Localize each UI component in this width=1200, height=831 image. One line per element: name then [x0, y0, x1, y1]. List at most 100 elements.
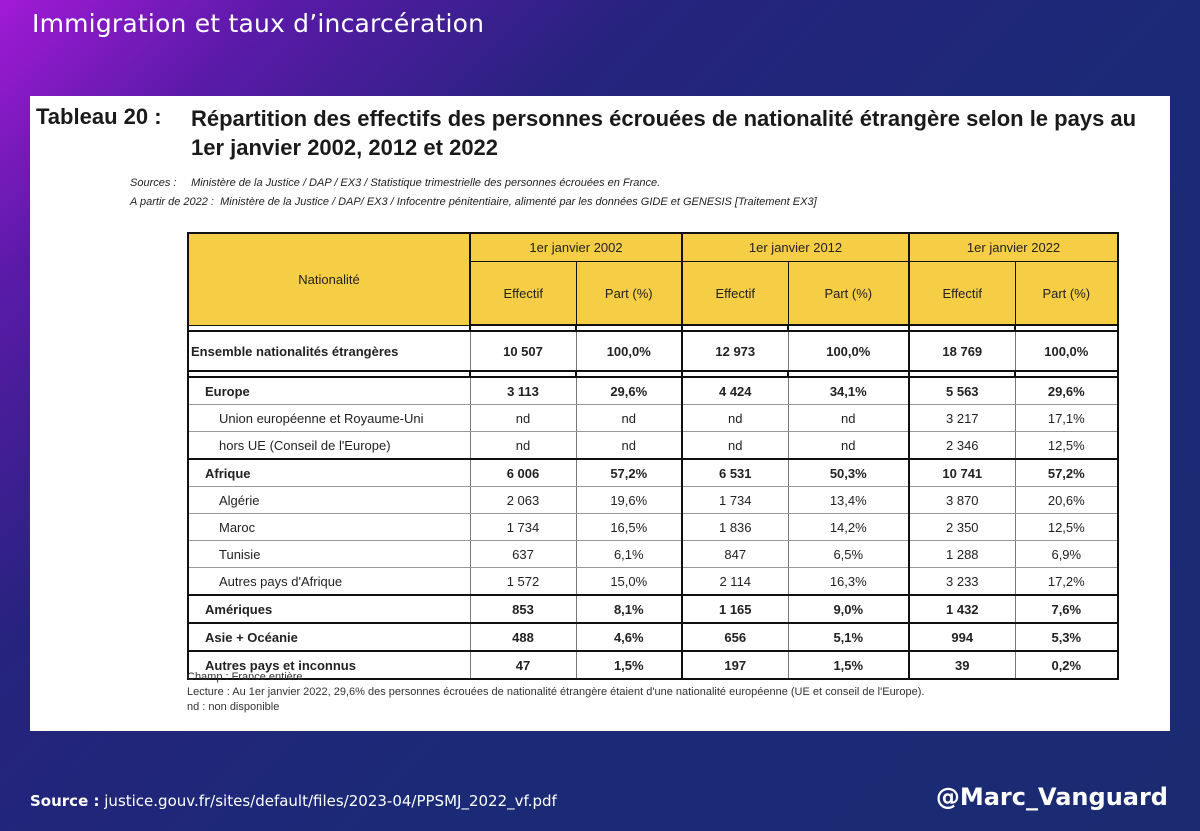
cell: 7,6% [1015, 594, 1120, 624]
cell: 847 [682, 540, 789, 568]
year-header-2022: 1er janvier 2022 [908, 232, 1120, 262]
row-name: Afrique [187, 458, 471, 487]
cell: 1 432 [909, 594, 1016, 624]
cell: 994 [909, 622, 1016, 652]
footnotes: Champ : France entière Lecture : Au 1er … [187, 670, 924, 715]
cell: 2 350 [909, 513, 1016, 541]
cell: 16,5% [576, 513, 684, 541]
table-row: Europe 3 113 29,6% 4 424 34,1% 5 563 29,… [187, 376, 1120, 405]
cell: 6,1% [576, 540, 684, 568]
cell: 6 531 [682, 458, 789, 487]
cell: 637 [470, 540, 577, 568]
cell: 6 006 [470, 458, 577, 487]
table-row: Amériques 853 8,1% 1 165 9,0% 1 432 7,6% [187, 594, 1120, 624]
cell: 6,5% [788, 540, 911, 568]
row-name: Amériques [187, 594, 471, 624]
cell: 20,6% [1015, 486, 1120, 514]
cell: nd [470, 404, 577, 432]
table-row: Ensemble nationalités étrangères 10 507 … [187, 330, 1120, 372]
table-row: Union européenne et Royaume-Uni nd nd nd… [187, 404, 1120, 432]
cell: 10 507 [470, 330, 577, 372]
cell: nd [682, 404, 789, 432]
cell: 1 288 [909, 540, 1016, 568]
data-table: Nationalité 1er janvier 2002 1er janvier… [187, 232, 1120, 680]
source-url: justice.gouv.fr/sites/default/files/2023… [104, 792, 557, 810]
part-header: Part (%) [787, 261, 911, 326]
cell: 4 424 [682, 376, 789, 405]
cell: 14,2% [788, 513, 911, 541]
author-handle: @Marc_Vanguard [935, 783, 1168, 811]
row-name: Autres pays d'Afrique [187, 567, 471, 596]
row-name: Autres pays et inconnus [187, 650, 471, 680]
cell: 100,0% [1015, 330, 1120, 372]
year-header-2012: 1er janvier 2012 [681, 232, 911, 262]
row-name: Maroc [187, 513, 471, 541]
cell: 5 563 [909, 376, 1016, 405]
effectif-header: Effectif [681, 261, 789, 326]
cell: 29,6% [576, 376, 684, 405]
cell: 6,9% [1015, 540, 1120, 568]
table-row: Tunisie 637 6,1% 847 6,5% 1 288 6,9% [187, 540, 1120, 568]
cell: 1 836 [682, 513, 789, 541]
cell: 1 734 [470, 513, 577, 541]
cell: 15,0% [576, 567, 684, 596]
cell: 19,6% [576, 486, 684, 514]
cell: 656 [682, 622, 789, 652]
table-row: Asie + Océanie 488 4,6% 656 5,1% 994 5,3… [187, 622, 1120, 652]
cell: nd [682, 431, 789, 460]
cell: 1,5% [576, 650, 684, 680]
cell: nd [470, 431, 577, 460]
cell: 18 769 [909, 330, 1016, 372]
cell: 3 233 [909, 567, 1016, 596]
cell: 0,2% [1015, 650, 1120, 680]
cell: 9,0% [788, 594, 911, 624]
cell: 2 346 [909, 431, 1016, 460]
page-title: Immigration et taux d’incarcération [32, 9, 485, 38]
effectif-header: Effectif [908, 261, 1016, 326]
sources-label: Sources : [130, 177, 177, 189]
nationality-header: Nationalité [187, 232, 471, 326]
year-header-2002: 1er janvier 2002 [468, 232, 684, 262]
cell: 1 572 [470, 567, 577, 596]
cell: 57,2% [1015, 458, 1120, 487]
cell: nd [576, 431, 684, 460]
footnote-lecture: Lecture : Au 1er janvier 2022, 29,6% des… [187, 686, 925, 698]
cell: 100,0% [576, 330, 684, 372]
row-name: Algérie [187, 486, 471, 514]
table-row: Algérie 2 063 19,6% 1 734 13,4% 3 870 20… [187, 486, 1120, 514]
footnote-nd: nd : non disponible [187, 701, 280, 713]
cell: 50,3% [788, 458, 911, 487]
cell: 1 734 [682, 486, 789, 514]
table-row: Afrique 6 006 57,2% 6 531 50,3% 10 741 5… [187, 458, 1120, 487]
cell: 3 217 [909, 404, 1016, 432]
cell: 13,4% [788, 486, 911, 514]
cell: 16,3% [788, 567, 911, 596]
cell: nd [576, 404, 684, 432]
cell: nd [788, 404, 911, 432]
row-name: Europe [187, 376, 471, 405]
cell: 12,5% [1015, 431, 1120, 460]
row-name: Tunisie [187, 540, 471, 568]
cell: 8,1% [576, 594, 684, 624]
cell: 5,1% [788, 622, 911, 652]
cell: 17,2% [1015, 567, 1120, 596]
part-header: Part (%) [575, 261, 684, 326]
cell: 3 870 [909, 486, 1016, 514]
cell: 853 [470, 594, 577, 624]
row-name: Asie + Océanie [187, 622, 471, 652]
cell: 2 063 [470, 486, 577, 514]
source-line: Source : justice.gouv.fr/sites/default/f… [30, 792, 557, 810]
table-row: Maroc 1 734 16,5% 1 836 14,2% 2 350 12,5… [187, 513, 1120, 541]
table-heading: Répartition des effectifs des personnes … [191, 106, 1137, 160]
table-row: Autres pays d'Afrique 1 572 15,0% 2 114 … [187, 567, 1120, 596]
row-name: hors UE (Conseil de l'Europe) [187, 431, 471, 460]
row-name: Ensemble nationalités étrangères [187, 330, 471, 372]
cell: 12,5% [1015, 513, 1120, 541]
cell: 47 [470, 650, 577, 680]
cell: 10 741 [909, 458, 1016, 487]
table-row: Autres pays et inconnus 47 1,5% 197 1,5%… [187, 650, 1120, 680]
cell: 29,6% [1015, 376, 1120, 405]
cell: 1 165 [682, 594, 789, 624]
cell: 57,2% [576, 458, 684, 487]
sources-text: Ministère de la Justice / DAP / EX3 / St… [191, 177, 661, 189]
